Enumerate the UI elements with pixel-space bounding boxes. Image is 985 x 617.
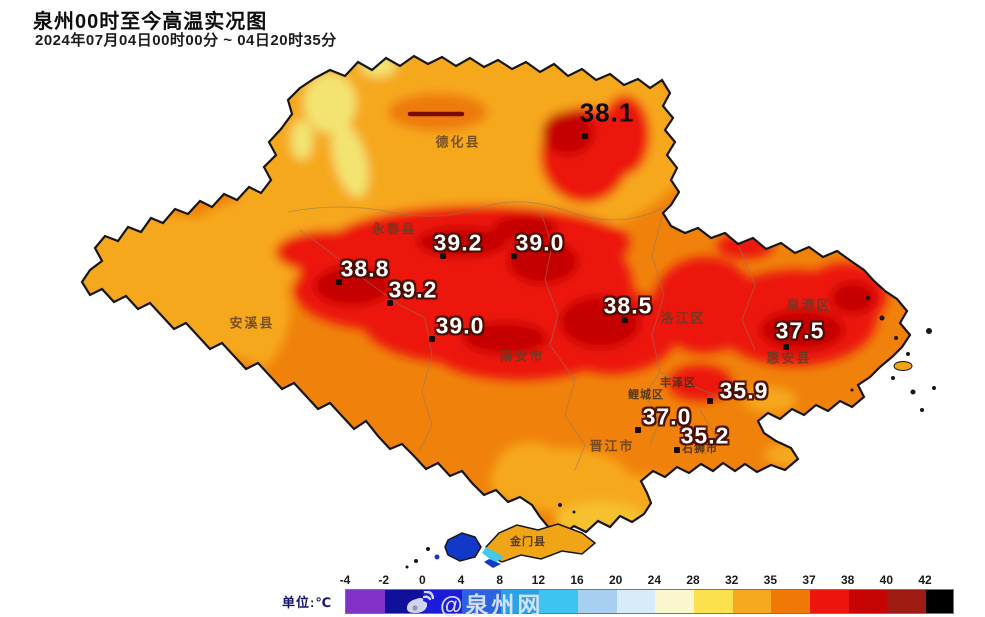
kinmen-cyan-tip: [482, 547, 504, 563]
district-label: 石狮市: [682, 443, 718, 455]
colorbar-segment: [346, 590, 385, 613]
colorbar-ticks: -4 -2 0 4 8 12 16 20 24 28 32 35 37 38 40 42: [340, 573, 952, 587]
colorbar: [345, 589, 954, 614]
colorbar-segment: [848, 590, 888, 613]
colorbar-tick: 42: [918, 573, 932, 587]
blue-island: [444, 532, 482, 562]
station-marker-dot: [783, 344, 789, 350]
colorbar-segment: [578, 590, 617, 613]
station-marker-dot: [622, 317, 628, 323]
station-marker-dot: [635, 427, 641, 433]
colorbar-tick: 38: [840, 573, 855, 587]
colorbar-segment: [423, 590, 463, 613]
temperature-value: 38.8: [340, 255, 390, 282]
district-label: 惠安县: [766, 350, 812, 366]
station-marker-dot: [582, 133, 588, 139]
station-marker-dot: [707, 398, 713, 404]
colorbar-tick: -2: [378, 573, 389, 587]
colorbar-segment: [771, 590, 811, 613]
colorbar-tick: -4: [339, 573, 351, 587]
district-label: 德化县: [435, 134, 481, 150]
temperature-value: 39.2: [388, 276, 438, 303]
station-marker-dot: [440, 253, 446, 259]
temperature-value: 37.0: [642, 403, 692, 430]
colorbar-tick: 24: [647, 573, 662, 587]
colorbar-tick: 35: [763, 573, 778, 587]
station-marker-dot: [429, 336, 435, 342]
offshore-islands: [405, 296, 936, 569]
county-borders: [287, 201, 756, 471]
colorbar-segment: [500, 590, 540, 613]
station-marker-dot: [674, 447, 680, 453]
legend: 单位:℃ -4 -2 0 4 8 12 16 20 24 28 32 35 37 38 40 42: [0, 570, 985, 617]
east-coast-islets: [558, 296, 936, 514]
colorbar-segment: [926, 590, 954, 613]
colorbar-segment: [732, 590, 772, 613]
colorbar-tick: 32: [724, 573, 739, 587]
temperature-value: 38.5: [603, 292, 653, 319]
colorbar-tick: 37: [802, 573, 816, 587]
colorbar-tick: 0: [418, 573, 426, 587]
colorbar-segment: [887, 590, 927, 613]
colorbar-segment: [616, 590, 656, 613]
colorbar-segment: [462, 590, 501, 613]
colorbar-tick: 28: [686, 573, 700, 587]
unit-label: 单位:℃: [282, 595, 333, 610]
district-label: 泉港区: [786, 297, 832, 313]
colorbar-tick: 16: [570, 573, 584, 587]
district-label: 金门县: [510, 536, 546, 548]
temperature-value: 37.5: [775, 317, 825, 344]
colorbar-tick: 40: [879, 573, 894, 587]
page-subtitle: 2024年07月04日00时00分 ~ 04日20时35分: [35, 32, 337, 49]
colorbar-tick: 20: [608, 573, 623, 587]
district-label: 丰泽区: [660, 377, 696, 389]
colorbar-tick: 4: [457, 573, 465, 587]
district-label: 永春县: [371, 221, 417, 237]
colorbar-segment: [539, 590, 579, 613]
colorbar-segment: [810, 590, 849, 613]
district-label: 鲤城区: [628, 389, 664, 401]
district-label: 南安市: [499, 348, 545, 364]
station-marker-dot: [387, 300, 393, 306]
temperature-value: 39.0: [435, 312, 485, 339]
temperature-value: 39.2: [433, 229, 483, 256]
station-marker-dot: [336, 279, 342, 285]
page-title: 泉州00时至今高温实况图: [33, 11, 268, 33]
colorbar-tick: 8: [496, 573, 503, 587]
colorbar-tick: 12: [531, 573, 546, 587]
station-marker-dot: [511, 253, 517, 259]
temperature-value: 39.0: [515, 229, 565, 256]
kinmen-island: [485, 523, 597, 563]
temperature-value: 35.2: [680, 422, 730, 449]
colorbar-segment: [384, 590, 424, 613]
temperature-value: 38.1: [579, 97, 635, 128]
district-label: 晋江市: [589, 438, 635, 454]
temperature-value: 35.9: [719, 377, 769, 404]
district-label: 洛江区: [660, 310, 706, 326]
district-label: 安溪县: [229, 315, 275, 331]
colorbar-segment: [694, 590, 733, 613]
colorbar-segment: [655, 590, 695, 613]
